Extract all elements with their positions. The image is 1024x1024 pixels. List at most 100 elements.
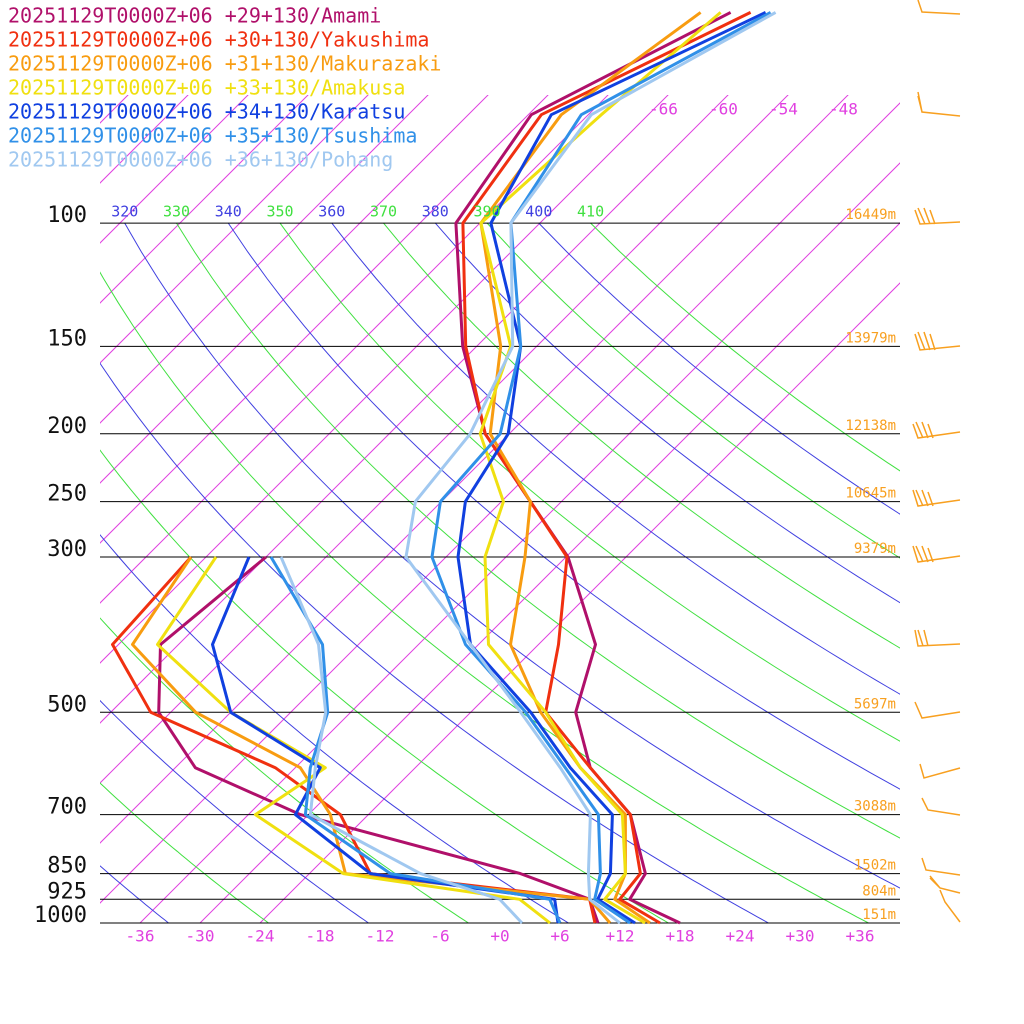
isotherm (199, 222, 900, 923)
legend-label: 20251129T0000Z+06 +35+130/Tsushima (8, 124, 417, 148)
dewpoint-line (131, 556, 612, 924)
y-tick-label: 250 (47, 482, 87, 507)
isotherm (259, 282, 900, 923)
y-tick-label: 150 (47, 326, 87, 351)
height-label: 151m (862, 907, 896, 923)
wind-barbs (912, 0, 961, 923)
wind-barb (912, 489, 961, 507)
isotherm (100, 95, 309, 304)
isotherm-label: -66 (649, 100, 678, 119)
y-tick-label: 500 (47, 692, 87, 717)
legend-label: 20251129T0000Z+06 +36+130/Pohang (8, 148, 393, 172)
wind-barb (921, 857, 961, 876)
isotherms (100, 95, 900, 923)
isotherm-label: -60 (709, 100, 738, 119)
x-tick-label: -12 (366, 927, 395, 946)
legend: 20251129T0000Z+06 +29+130/Amami20251129T… (8, 4, 441, 172)
y-tick-label: 1000 (34, 903, 87, 928)
legend-label: 20251129T0000Z+06 +33+130/Amakusa (8, 76, 405, 100)
y-tick-label: 100 (47, 203, 87, 228)
axes: 100 16449m 150 13979m 200 12138m 250 10645m 300 9… (34, 203, 900, 946)
temperature-line (456, 11, 767, 925)
theta-label: 380 (422, 203, 449, 221)
isotherm (139, 162, 900, 923)
isotherm (100, 95, 489, 484)
theta-label: 390 (474, 203, 501, 221)
wind-barb (917, 0, 961, 15)
x-tick-label: +6 (550, 927, 569, 946)
wind-barb (912, 545, 961, 563)
wind-barb (912, 421, 961, 439)
isotherm (100, 95, 729, 724)
x-tick-label: -30 (186, 927, 215, 946)
y-tick-label: 200 (47, 414, 87, 439)
legend-label: 20251129T0000Z+06 +31+130/Makurazaki (8, 52, 441, 76)
height-label: 10645m (845, 486, 896, 502)
isotherm-label: -48 (829, 100, 858, 119)
dewpoint-line (279, 556, 524, 925)
height-label: 5697m (854, 696, 896, 712)
x-tick-label: -36 (126, 927, 155, 946)
height-label: 1502m (854, 858, 896, 874)
theta-label: 340 (215, 203, 242, 221)
wind-barb (919, 763, 961, 779)
isotherm (100, 95, 669, 664)
x-tick-label: -18 (306, 927, 335, 946)
y-tick-label: 700 (47, 795, 87, 820)
isotherm (100, 95, 789, 784)
temperature-line (404, 11, 777, 925)
wind-barb (929, 875, 961, 894)
y-tick-label: 850 (47, 854, 87, 879)
x-tick-label: +12 (606, 927, 635, 946)
wind-barb (914, 701, 961, 719)
isotherm (100, 95, 849, 844)
temperature-line (461, 11, 752, 925)
height-label: 9379m (854, 541, 896, 557)
wind-barb (914, 331, 961, 351)
x-tick-label: -24 (246, 927, 275, 946)
legend-label: 20251129T0000Z+06 +29+130/Amami (8, 4, 381, 28)
theta-label: 330 (163, 203, 190, 221)
height-label: 804m (862, 883, 896, 899)
x-tick-label: +36 (846, 927, 875, 946)
height-label: 12138m (845, 418, 896, 434)
x-tick-label: +24 (726, 927, 755, 946)
wind-barb (914, 207, 961, 225)
temperature-line (478, 11, 722, 925)
x-tick-label: +18 (666, 927, 695, 946)
dewpoint-line (157, 555, 600, 924)
x-tick-label: +30 (786, 927, 815, 946)
theta-label: 370 (370, 203, 397, 221)
theta-label: 320 (111, 203, 138, 221)
isotherm (100, 95, 549, 544)
height-label: 13979m (845, 330, 896, 346)
theta-label: 350 (266, 203, 293, 221)
theta-label: 360 (318, 203, 345, 221)
isotherm (100, 102, 900, 904)
height-label: 16449m (845, 207, 896, 223)
dewpoint-line (269, 556, 562, 924)
wind-barb (939, 889, 961, 923)
y-tick-label: 925 (47, 879, 87, 904)
x-tick-label: +0 (490, 927, 509, 946)
isotherm-label: -54 (769, 100, 798, 119)
isotherm (100, 95, 429, 424)
isotherm (100, 95, 369, 364)
profiles (111, 11, 777, 925)
x-tick-label: -6 (430, 927, 449, 946)
isotherm (100, 95, 189, 184)
theta-label: 400 (525, 203, 552, 221)
isotherm (100, 95, 249, 244)
wind-barb (914, 629, 961, 647)
wind-barb (921, 797, 961, 816)
legend-label: 20251129T0000Z+06 +34+130/Karatsu (8, 100, 405, 124)
height-label: 3088m (854, 799, 896, 815)
theta-label: 410 (577, 203, 604, 221)
y-tick-label: 300 (47, 537, 87, 562)
isotherm (100, 95, 609, 604)
legend-label: 20251129T0000Z+06 +30+130/Yakushima (8, 28, 429, 52)
wind-barb (917, 91, 961, 117)
